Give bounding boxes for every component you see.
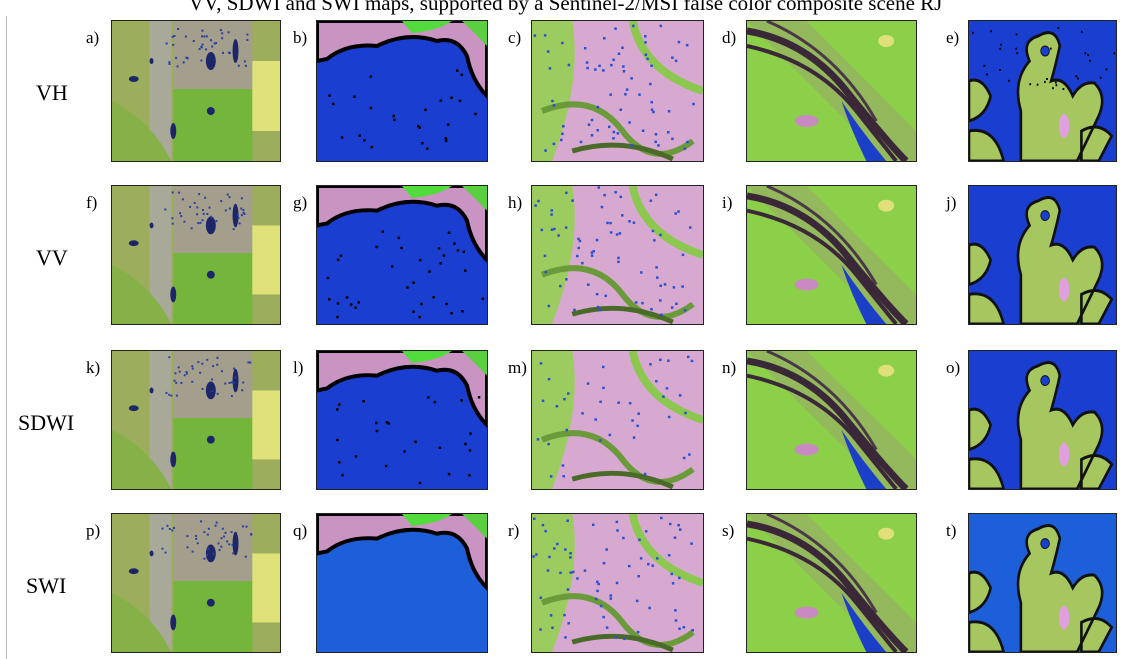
panel-letter: l)	[293, 358, 303, 378]
panel-letter: t)	[946, 521, 956, 541]
frame-line	[6, 16, 7, 659]
satellite-image	[968, 513, 1117, 653]
satellite-image	[746, 513, 917, 653]
image-content	[317, 21, 487, 161]
image-content	[532, 186, 703, 324]
satellite-image	[531, 513, 704, 653]
figure: VV, SDWI and SWI maps, supported by a Se…	[0, 0, 1131, 659]
satellite-image	[746, 350, 917, 490]
satellite-image	[531, 350, 704, 490]
satellite-image	[531, 20, 704, 162]
satellite-image	[531, 185, 704, 325]
caption: VV, SDWI and SWI maps, supported by a Se…	[0, 0, 1131, 16]
satellite-image	[111, 20, 281, 162]
row-label: VH	[36, 80, 68, 106]
image-content	[969, 351, 1116, 489]
image-content	[532, 514, 703, 652]
panel-letter: d)	[722, 28, 736, 48]
panel-letter: q)	[293, 521, 307, 541]
satellite-image	[111, 185, 281, 325]
satellite-image	[968, 185, 1117, 325]
image-content	[112, 351, 280, 489]
panel-letter: p)	[86, 521, 100, 541]
satellite-image	[968, 20, 1117, 162]
image-content	[112, 186, 280, 324]
image-content	[112, 514, 280, 652]
panel-letter: c)	[508, 28, 521, 48]
satellite-image	[111, 513, 281, 653]
panel-letter: f)	[86, 193, 97, 213]
panel-letter: a)	[86, 28, 99, 48]
image-content	[969, 21, 1116, 161]
panel-letter: s)	[722, 521, 734, 541]
panel-letter: h)	[508, 193, 522, 213]
panel-letter: g)	[293, 193, 307, 213]
panel-letter: n)	[722, 358, 736, 378]
image-content	[747, 514, 916, 652]
image-content	[747, 21, 916, 161]
satellite-image	[316, 513, 488, 653]
image-content	[532, 21, 703, 161]
image-content	[317, 351, 487, 489]
satellite-image	[316, 20, 488, 162]
image-content	[532, 351, 703, 489]
satellite-image	[316, 350, 488, 490]
panel-letter: i)	[722, 193, 732, 213]
satellite-image	[111, 350, 281, 490]
row-label: SWI	[26, 573, 66, 599]
image-content	[969, 186, 1116, 324]
panel-letter: k)	[86, 358, 100, 378]
panel-letter: m)	[508, 358, 527, 378]
satellite-image	[968, 350, 1117, 490]
image-content	[112, 21, 280, 161]
image-content	[747, 186, 916, 324]
satellite-image	[746, 20, 917, 162]
panel-letter: j)	[946, 193, 956, 213]
row-label: SDWI	[18, 410, 74, 436]
image-content	[317, 514, 487, 652]
satellite-image	[316, 185, 488, 325]
panel-letter: o)	[946, 358, 960, 378]
image-content	[747, 351, 916, 489]
panel-letter: r)	[508, 521, 519, 541]
panel-letter: b)	[293, 28, 307, 48]
image-content	[317, 186, 487, 324]
satellite-image	[746, 185, 917, 325]
row-label: VV	[36, 245, 68, 271]
image-content	[969, 514, 1116, 652]
panel-letter: e)	[946, 28, 959, 48]
